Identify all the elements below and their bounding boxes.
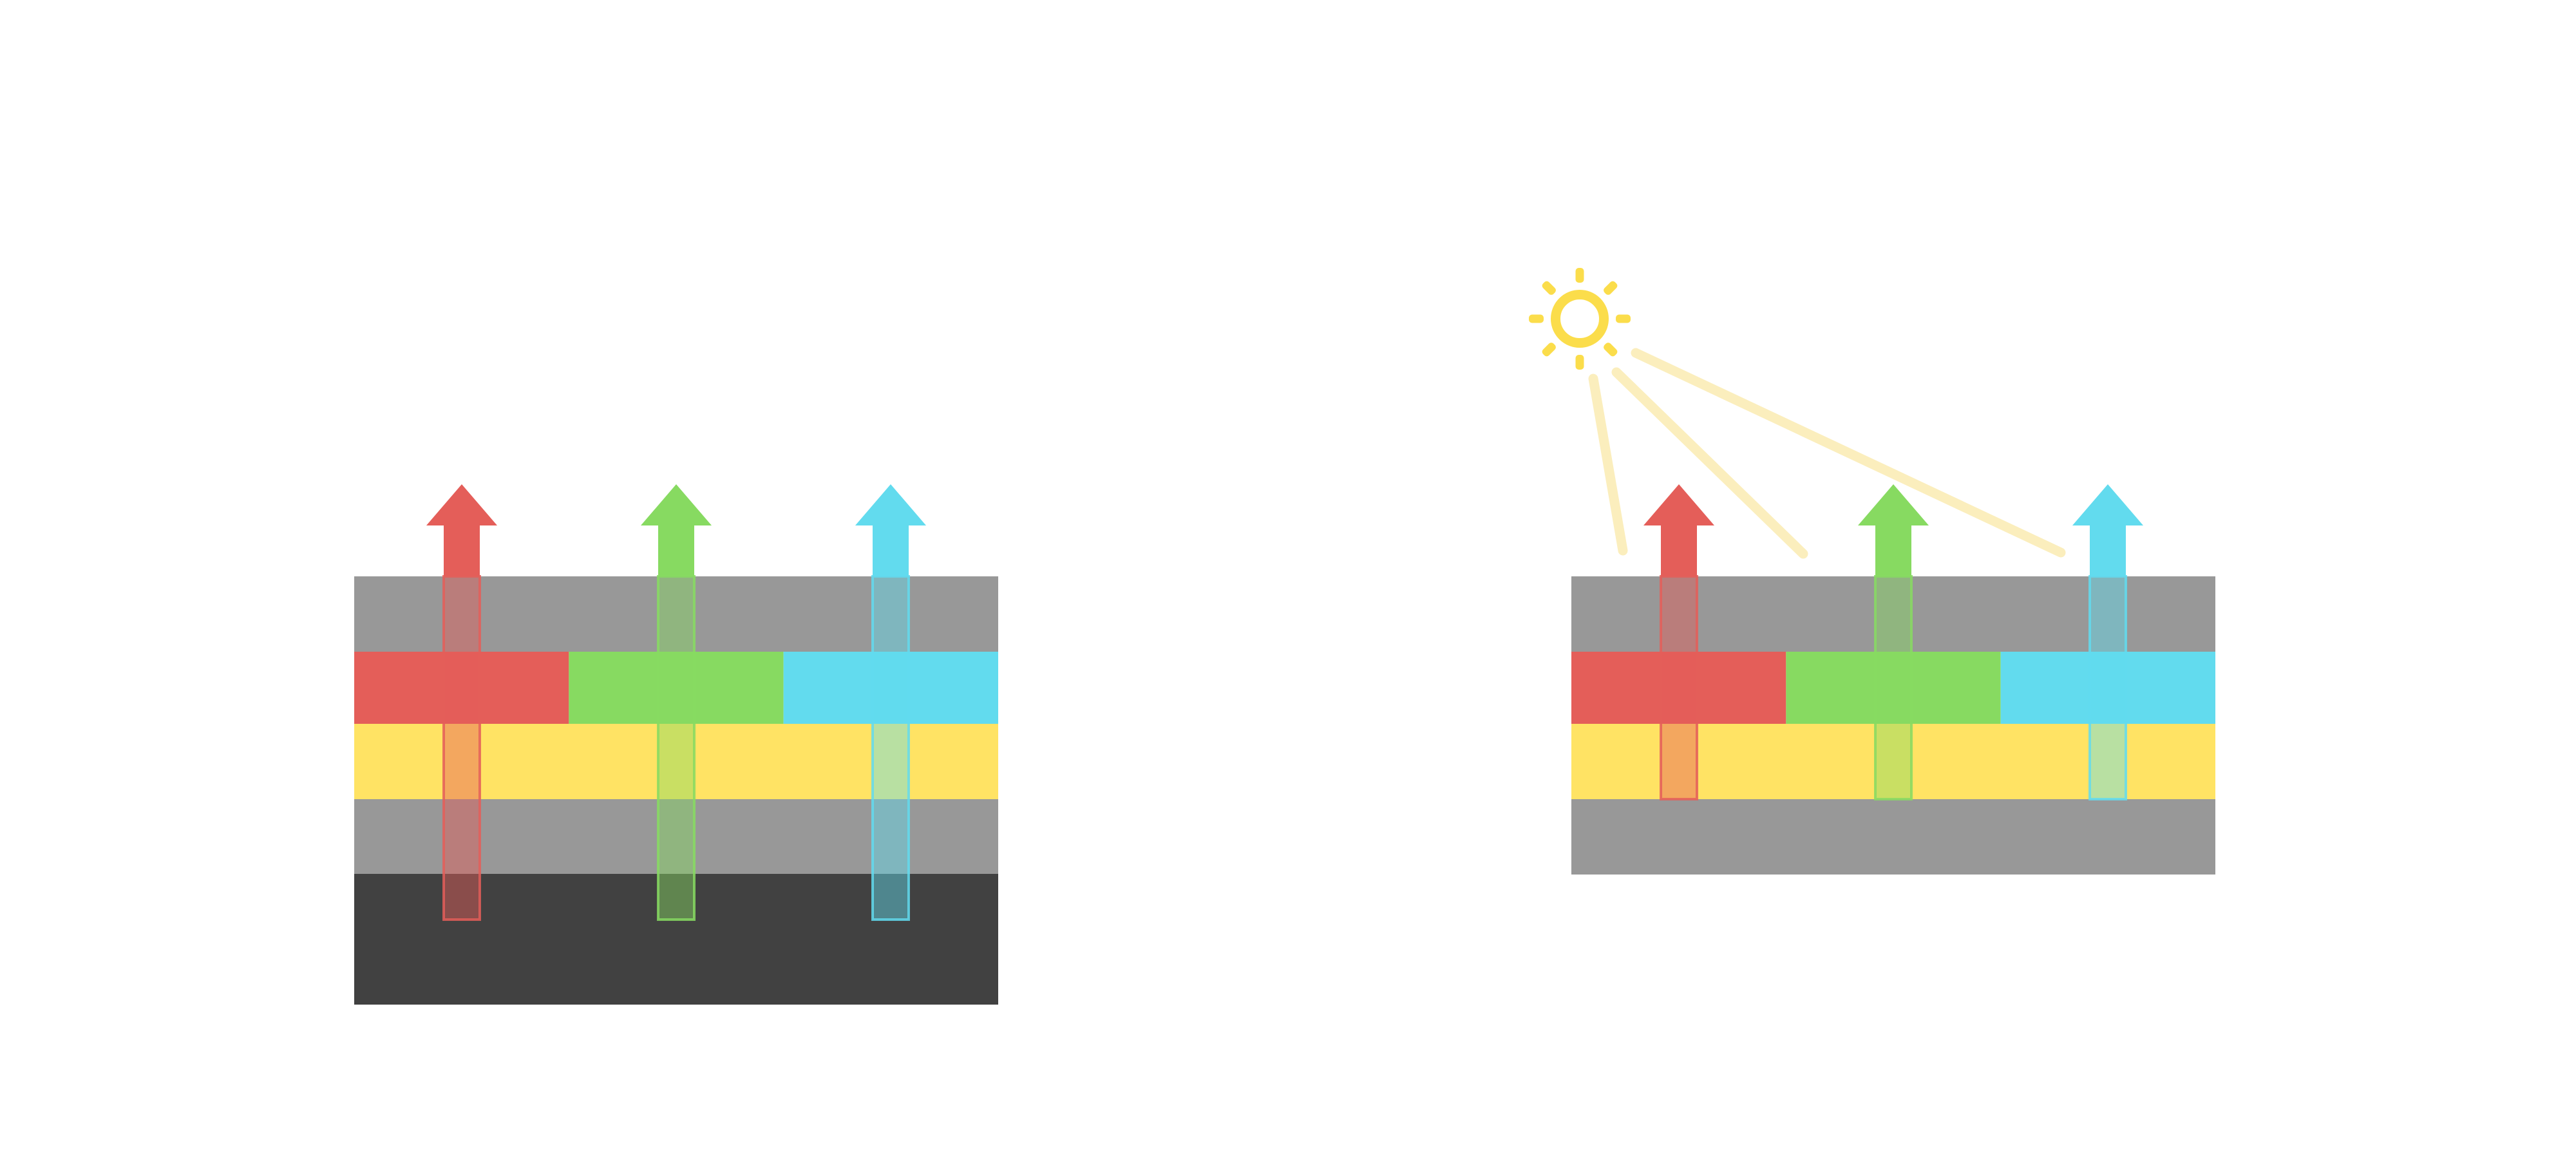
- sun-beam: [1631, 348, 2066, 558]
- green-subpixel-segment: [569, 652, 784, 724]
- red-arrow-head: [426, 484, 497, 576]
- red-arrow-head: [1643, 484, 1714, 576]
- sun-ray: [1575, 268, 1584, 283]
- backlight-layer: [354, 874, 998, 1005]
- sun-beam: [1588, 374, 1628, 556]
- layer-stack: [1571, 576, 2215, 875]
- blue-arrow-head: [2072, 484, 2143, 576]
- sun-ray: [1542, 281, 1556, 295]
- green-arrow-head: [641, 484, 712, 576]
- sun-ray: [1604, 281, 1618, 295]
- blue-light-arrow: [855, 484, 926, 921]
- sun-ray: [1575, 355, 1584, 370]
- light-emitting-layer: [354, 724, 998, 799]
- top-cover-layer: [1571, 576, 2215, 652]
- substrate-layer: [354, 799, 998, 874]
- sun-ray: [1542, 343, 1556, 357]
- backlit-display-stack: [354, 484, 998, 1005]
- layer-stack: [354, 576, 998, 1005]
- blue-arrow-shaft-through-stack: [871, 575, 910, 921]
- blue-arrow-shaft-through-stack: [2088, 575, 2127, 800]
- green-light-arrow: [1858, 484, 1929, 800]
- sun-ray: [1529, 314, 1544, 323]
- blue-light-arrow: [2072, 484, 2143, 800]
- green-light-arrow: [641, 484, 712, 921]
- light-emitting-layer: [1571, 724, 2215, 799]
- sun-icon: [1529, 268, 2066, 559]
- red-arrow-shaft-through-stack: [1660, 575, 1698, 800]
- blue-subpixel-segment: [2000, 652, 2215, 724]
- red-subpixel-segment: [1571, 652, 1786, 724]
- blue-arrow-head: [855, 484, 926, 576]
- red-arrow-shaft-through-stack: [442, 575, 481, 921]
- green-arrow-head: [1858, 484, 1929, 576]
- red-subpixel-segment: [354, 652, 569, 724]
- green-arrow-shaft-through-stack: [657, 575, 696, 921]
- green-arrow-shaft-through-stack: [1874, 575, 1913, 800]
- blue-subpixel-segment: [783, 652, 998, 724]
- red-light-arrow: [426, 484, 497, 921]
- top-cover-layer: [354, 576, 998, 652]
- sunlit-display-stack: [1529, 268, 2215, 875]
- substrate-layer: [1571, 799, 2215, 875]
- sun-ray: [1604, 343, 1618, 357]
- sun-disc: [1551, 290, 1609, 348]
- sun-beam: [1611, 367, 1808, 559]
- green-subpixel-segment: [1786, 652, 2001, 724]
- red-light-arrow: [1643, 484, 1714, 800]
- sun-ray: [1616, 314, 1631, 323]
